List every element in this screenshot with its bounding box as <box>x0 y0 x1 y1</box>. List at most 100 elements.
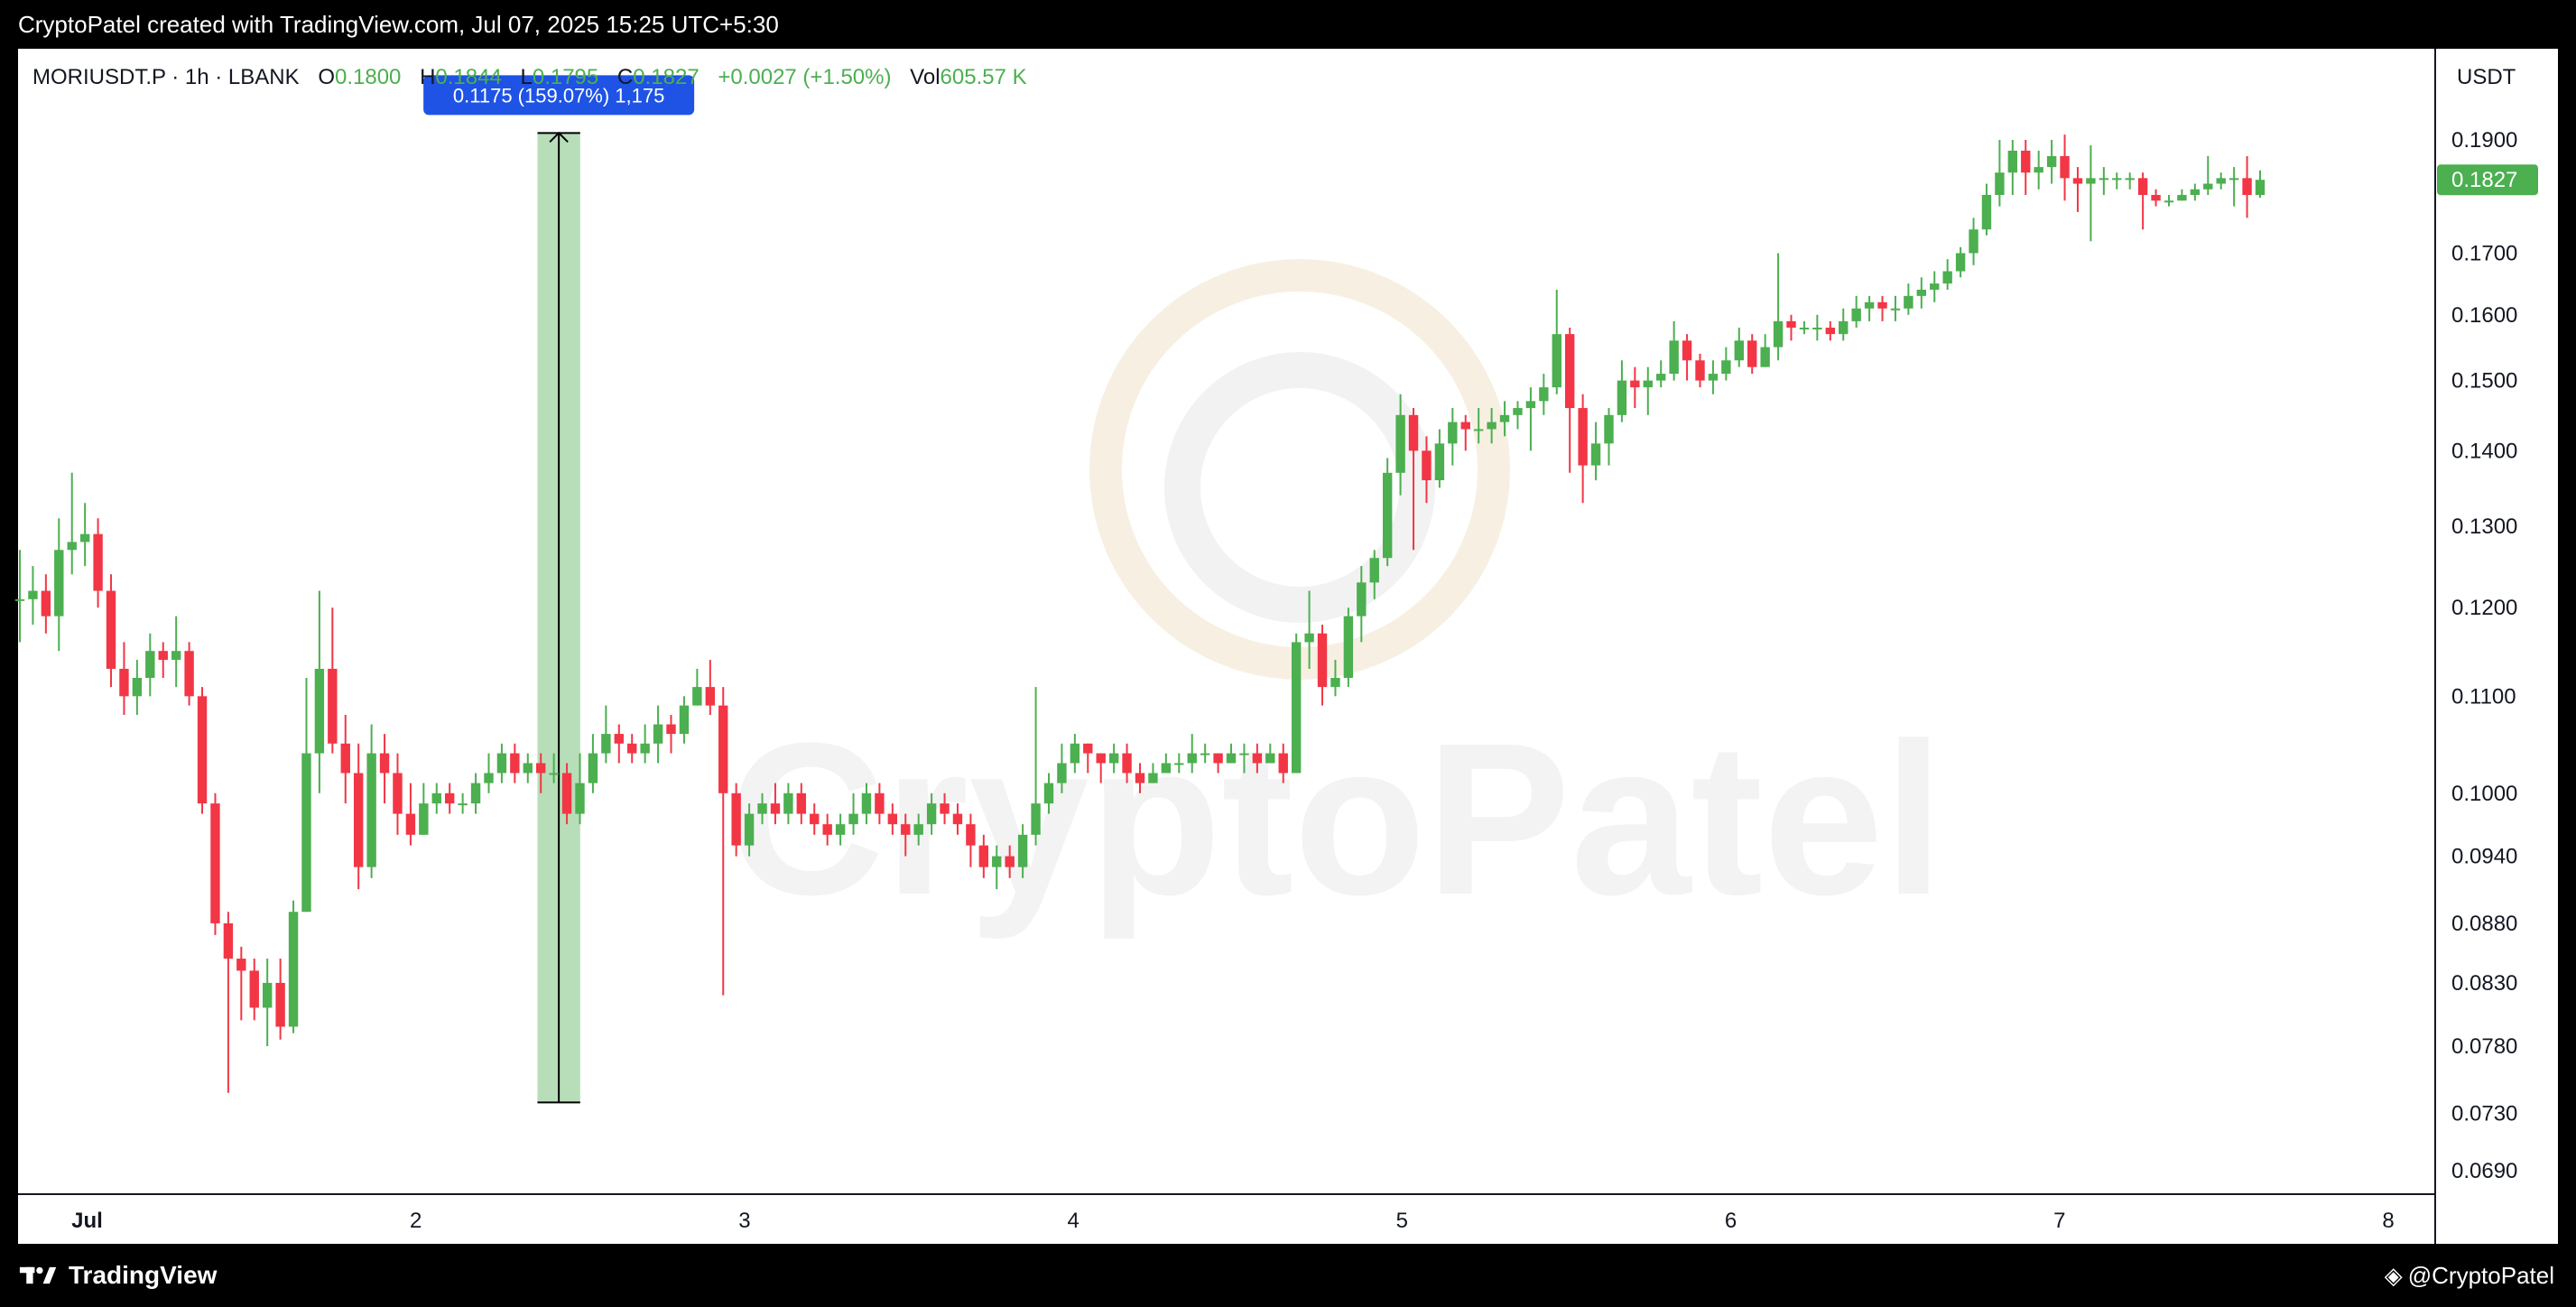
candle <box>1825 320 1835 341</box>
price-tick-label: 0.1600 <box>2451 303 2517 328</box>
candles-group <box>14 134 2266 1093</box>
candle-body <box>718 705 728 793</box>
candle <box>2255 170 2266 199</box>
candle-body <box>523 763 533 774</box>
candle-body <box>2072 178 2083 184</box>
candle <box>445 783 455 814</box>
candle <box>1382 458 1393 567</box>
candle <box>2086 144 2096 242</box>
candle <box>1786 314 1796 341</box>
candle-body <box>1017 834 1028 867</box>
time-tick-label: 8 <box>2382 1209 2394 1233</box>
candle <box>1174 753 1184 774</box>
candle <box>1239 743 1249 774</box>
candle-body <box>236 959 246 971</box>
close-label: C <box>616 65 634 89</box>
candle-body <box>1005 856 1015 867</box>
candle-body <box>1617 380 1627 415</box>
candle-body <box>1695 360 1705 381</box>
last-price-badge <box>2437 164 2538 196</box>
candle <box>1812 314 1822 341</box>
candle-body <box>848 813 858 825</box>
candle-body <box>810 813 820 825</box>
candle <box>966 813 976 867</box>
candle-body <box>1487 422 1496 430</box>
candle <box>249 959 259 1021</box>
candle <box>1851 295 1861 328</box>
candle <box>2007 140 2018 195</box>
candle-body <box>679 705 690 735</box>
candle <box>2072 167 2083 212</box>
candle <box>1226 743 1237 764</box>
volume-value: 605.57 K <box>940 65 1027 89</box>
candle-body <box>1682 340 1692 361</box>
candle <box>1357 566 1367 643</box>
candle-body <box>2021 150 2031 173</box>
candle <box>328 607 338 754</box>
candle <box>145 633 155 697</box>
candle <box>197 687 208 814</box>
tradingview-logo[interactable]: TradingView <box>18 1260 217 1291</box>
candle-body <box>2229 178 2239 181</box>
candle-body <box>1369 558 1379 583</box>
candle-body <box>926 803 937 825</box>
candle <box>1799 320 1810 335</box>
candle-body <box>1083 743 1093 754</box>
chart-frame[interactable] <box>18 49 2558 1244</box>
candle-body <box>1825 327 1835 335</box>
price-tick-label: 0.1100 <box>2451 684 2516 709</box>
watermark-text: CryptoPatel <box>728 698 1944 940</box>
candle <box>2164 194 2174 207</box>
currency-label[interactable]: USDT <box>2457 65 2516 89</box>
candle <box>2046 140 2057 184</box>
candle-body <box>640 743 650 754</box>
candle-body <box>1304 633 1314 643</box>
candle-body <box>1278 753 1288 774</box>
candle <box>2112 172 2122 190</box>
ohlc-legend: MORIUSDT.P · 1h · LBANK O0.1800 H0.1844 … <box>32 65 1027 90</box>
candle-body <box>536 763 546 774</box>
candle <box>679 696 690 744</box>
candle <box>1135 763 1145 793</box>
candle-body <box>744 813 755 846</box>
candle-body <box>2216 178 2226 184</box>
candle-body <box>901 824 911 835</box>
candle <box>1122 743 1132 783</box>
price-tick-label: 0.0690 <box>2451 1159 2517 1183</box>
candle-body <box>1721 360 1731 375</box>
measure-tool: 0.1175 (159.07%) 1,175 <box>423 75 695 1104</box>
candle-body <box>1864 301 1875 309</box>
watermark-inner <box>1164 352 1435 623</box>
candle <box>288 900 299 1034</box>
price-tick-label: 0.1700 <box>2451 241 2517 265</box>
candle-body <box>106 590 116 669</box>
candle-body <box>2007 150 2018 173</box>
candle <box>627 734 637 764</box>
candle-body <box>28 590 38 599</box>
change-value: +0.0027 (+1.50%) <box>718 65 892 89</box>
candle-body <box>614 734 624 744</box>
candle <box>1304 590 1314 669</box>
candle <box>901 813 911 857</box>
candle <box>2177 189 2187 201</box>
candle-body <box>861 793 872 814</box>
chart-caption-bar: CryptoPatel created with TradingView.com… <box>0 0 2576 49</box>
candle-body <box>93 533 103 591</box>
diamond-icon: ◈ <box>2384 1262 2403 1289</box>
candle <box>1265 743 1275 764</box>
candle <box>1578 394 1588 504</box>
candle-body <box>1096 753 1106 764</box>
candle <box>810 803 820 835</box>
candle <box>1930 271 1940 302</box>
candle <box>1916 277 1927 309</box>
candle <box>1005 845 1015 878</box>
candle <box>1695 353 1705 388</box>
candle-body <box>340 743 350 774</box>
open-value: 0.1800 <box>334 65 402 89</box>
candle-body <box>2190 189 2201 195</box>
candle <box>666 715 676 754</box>
candle-body <box>445 793 455 804</box>
candle <box>1108 743 1119 774</box>
candle <box>1200 743 1210 764</box>
